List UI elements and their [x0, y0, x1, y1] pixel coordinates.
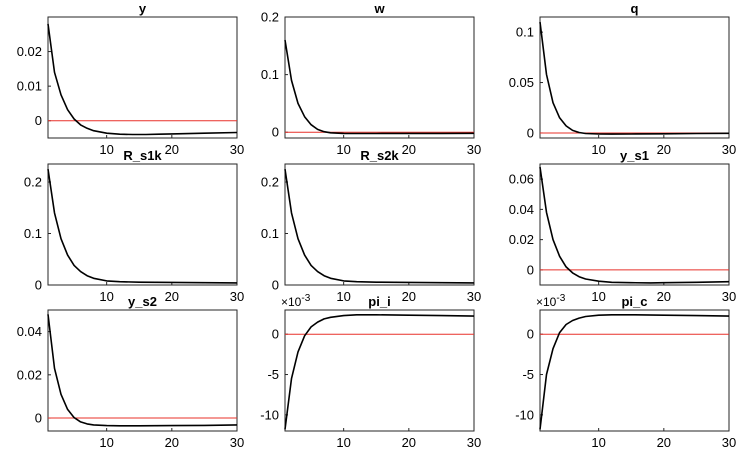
- subplot-4: R_s2k 10 20 30 0 0.1 0.2: [261, 148, 481, 304]
- y-tick-label: 0: [272, 278, 279, 293]
- x-tick-label: 20: [165, 435, 179, 450]
- axes-box: [47, 309, 238, 432]
- subplot-3: R_s1k 10 20 30 0 0.1 0.2: [24, 148, 244, 304]
- multiplier-base: ×10: [536, 295, 557, 309]
- y-tick-label: 0.04: [17, 324, 42, 339]
- x-tick-label: 30: [467, 142, 481, 157]
- y-tick-label: -5: [522, 367, 534, 382]
- multiplier-base: ×10: [281, 295, 302, 309]
- x-tick-label: 20: [402, 142, 416, 157]
- y-tick-label: 0.01: [17, 79, 42, 94]
- x-tick-label: 30: [467, 435, 481, 450]
- subplot-title: y: [139, 1, 147, 16]
- axis-multiplier: ×10-3: [536, 293, 566, 309]
- axes-box: [539, 16, 730, 139]
- y-tick-label: 0.02: [509, 232, 534, 247]
- x-tick-label: 30: [722, 289, 736, 304]
- y-tick-label: 0: [527, 125, 534, 140]
- y-tick-label: 0: [272, 125, 279, 140]
- y-tick-label: 0.02: [17, 44, 42, 59]
- x-tick-label: 10: [99, 289, 113, 304]
- series-line: [539, 21, 730, 135]
- series-line: [284, 39, 475, 135]
- series-line: [47, 314, 238, 427]
- subplot-5: y_s1 10 20 30 0 0.02 0.04 0.06: [509, 148, 737, 304]
- subplot-title: y_s1: [620, 148, 649, 163]
- x-tick-label: 10: [99, 435, 113, 450]
- multiplier-exponent: -3: [301, 293, 310, 304]
- axes-box: [539, 309, 730, 432]
- y-tick-label: 0: [35, 113, 42, 128]
- y-tick-label: -5: [267, 367, 279, 382]
- subplot-2: q 10 20 30 0 0.05 0.1: [509, 1, 737, 157]
- y-tick-label: 0.02: [17, 367, 42, 382]
- subplot-1: w 10 20 30 0 0.1 0.2: [261, 1, 481, 157]
- y-tick-label: 0.1: [261, 67, 279, 82]
- x-tick-label: 10: [591, 142, 605, 157]
- y-tick-label: 0: [35, 411, 42, 426]
- x-tick-label: 10: [336, 435, 350, 450]
- subplot-8: pi_c 10 20 30 -10 -5 0 ×10-3: [515, 293, 736, 450]
- series-line: [47, 23, 238, 136]
- y-tick-label: 0: [527, 262, 534, 277]
- x-tick-label: 30: [467, 289, 481, 304]
- x-tick-label: 10: [336, 142, 350, 157]
- x-tick-label: 30: [722, 435, 736, 450]
- x-tick-label: 10: [99, 142, 113, 157]
- x-tick-label: 30: [230, 435, 244, 450]
- y-tick-label: -10: [260, 407, 279, 422]
- axes-box: [47, 16, 238, 139]
- multiplier-exponent: -3: [556, 293, 565, 304]
- y-tick-label: 0.04: [509, 202, 534, 217]
- y-tick-label: 0.1: [261, 226, 279, 241]
- y-tick-label: 0: [527, 327, 534, 342]
- subplot-title: R_s1k: [123, 148, 162, 163]
- y-tick-label: 0.2: [261, 175, 279, 190]
- y-tick-label: 0: [272, 327, 279, 342]
- subplot-title: pi_c: [621, 294, 647, 309]
- x-tick-label: 20: [165, 142, 179, 157]
- subplot-title: q: [631, 1, 639, 16]
- x-tick-label: 30: [230, 289, 244, 304]
- axes-box: [47, 163, 238, 286]
- x-tick-label: 20: [657, 435, 671, 450]
- x-tick-label: 20: [165, 289, 179, 304]
- series-line: [284, 313, 475, 430]
- y-tick-label: 0.1: [516, 25, 534, 40]
- subplot-title: R_s2k: [360, 148, 399, 163]
- subplot-title: y_s2: [128, 294, 157, 309]
- x-tick-label: 20: [657, 142, 671, 157]
- y-tick-label: 0.05: [509, 75, 534, 90]
- subplot-0: y 10 20 30 0 0.01 0.02: [17, 1, 245, 157]
- axes-box: [284, 163, 475, 286]
- subplot-title: pi_i: [368, 294, 390, 309]
- x-tick-label: 10: [591, 435, 605, 450]
- y-tick-label: 0.1: [24, 226, 42, 241]
- axes-box: [284, 16, 475, 139]
- axes-box: [284, 309, 475, 432]
- x-tick-label: 30: [230, 142, 244, 157]
- x-tick-label: 20: [402, 289, 416, 304]
- y-tick-label: 0.06: [509, 172, 534, 187]
- x-tick-label: 10: [591, 289, 605, 304]
- y-tick-label: 0.2: [261, 10, 279, 25]
- x-tick-label: 20: [402, 435, 416, 450]
- x-tick-label: 30: [722, 142, 736, 157]
- series-line: [47, 168, 238, 284]
- series-line: [539, 166, 730, 284]
- series-line: [284, 168, 475, 284]
- axis-multiplier: ×10-3: [281, 293, 311, 309]
- y-tick-label: 0: [35, 278, 42, 293]
- y-tick-label: -10: [515, 407, 534, 422]
- axes-box: [539, 163, 730, 286]
- subplot-7: pi_i 10 20 30 -10 -5 0 ×10-3: [260, 293, 481, 450]
- subplot-6: y_s2 10 20 30 0 0.02 0.04: [17, 294, 245, 450]
- y-tick-label: 0.2: [24, 175, 42, 190]
- x-tick-label: 20: [657, 289, 671, 304]
- subplot-title: w: [373, 1, 385, 16]
- x-tick-label: 10: [336, 289, 350, 304]
- series-line: [539, 313, 730, 430]
